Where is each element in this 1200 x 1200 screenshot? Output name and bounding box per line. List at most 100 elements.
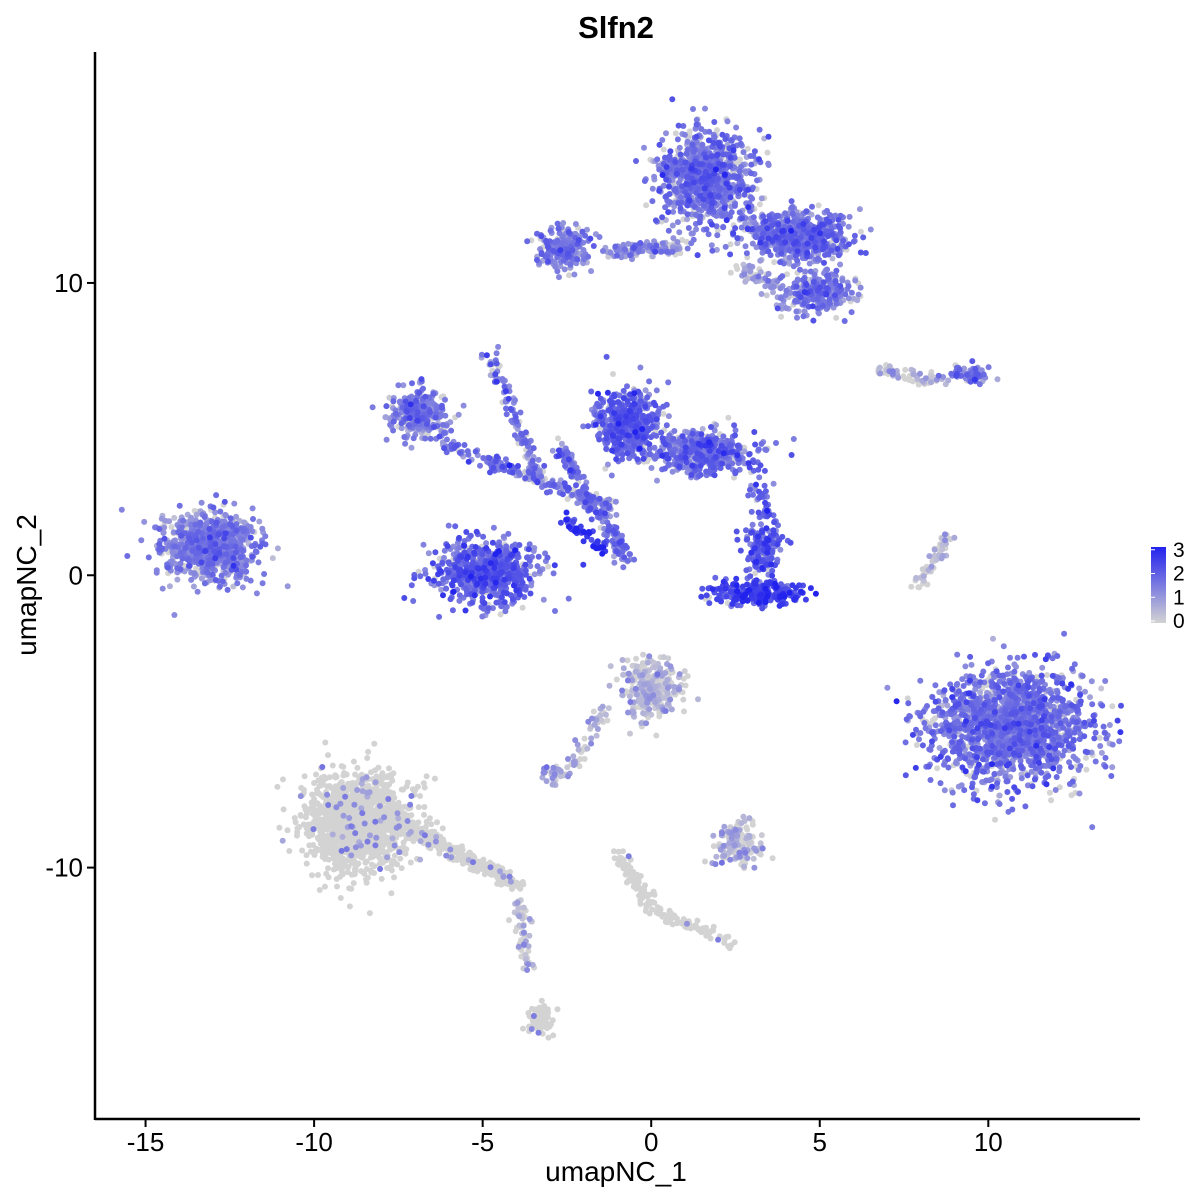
data-point: [784, 271, 790, 278]
data-point: [358, 833, 365, 840]
data-point: [343, 801, 350, 808]
data-points: [118, 96, 1124, 1041]
data-point: [653, 732, 660, 739]
data-point: [726, 848, 733, 855]
data-point: [751, 864, 758, 871]
data-point: [707, 935, 714, 942]
data-point: [391, 852, 398, 859]
data-point: [588, 735, 595, 742]
data-point: [514, 899, 521, 906]
data-point: [658, 911, 665, 918]
data-point: [408, 812, 415, 819]
data-point: [388, 867, 395, 874]
data-point: [1083, 754, 1089, 761]
data-point: [877, 370, 884, 377]
data-point: [550, 1032, 557, 1039]
data-point: [303, 860, 310, 867]
data-point: [619, 848, 626, 855]
data-point: [714, 227, 721, 234]
data-point: [338, 763, 345, 770]
data-point: [327, 850, 334, 857]
data-point: [833, 314, 840, 321]
data-point: [642, 882, 648, 889]
data-point: [332, 774, 339, 781]
data-point: [664, 690, 671, 696]
data-point: [922, 375, 929, 382]
data-point: [660, 146, 667, 153]
data-point: [702, 858, 708, 865]
data-point: [372, 779, 379, 786]
data-point: [738, 820, 745, 827]
data-point: [686, 128, 693, 135]
data-point: [415, 568, 422, 575]
data-point: [426, 815, 433, 822]
data-point: [368, 769, 374, 776]
data-point: [389, 835, 396, 842]
data-point: [676, 671, 683, 678]
data-point: [280, 776, 286, 783]
data-point: [744, 855, 751, 862]
data-point: [309, 791, 316, 798]
data-point: [749, 821, 756, 828]
data-point: [544, 1014, 551, 1021]
data-point: [311, 780, 318, 786]
data-point: [363, 774, 370, 781]
data-point: [394, 810, 401, 817]
data-point: [668, 706, 675, 713]
data-point: [348, 885, 355, 892]
data-point: [581, 756, 588, 762]
data-point: [604, 461, 611, 468]
data-point: [378, 773, 385, 779]
data-point: [415, 804, 422, 811]
data-point: [507, 878, 514, 885]
data-point: [358, 868, 365, 875]
data-point: [588, 268, 595, 275]
data-point: [584, 745, 591, 752]
data-point: [641, 681, 648, 688]
data-point: [599, 703, 606, 710]
data-point: [421, 784, 428, 791]
data-point: [379, 781, 386, 788]
data-point: [728, 835, 735, 842]
data-point: [627, 730, 633, 737]
data-point: [350, 758, 357, 765]
data-point: [348, 871, 355, 878]
data-point: [625, 670, 632, 677]
data-point: [617, 854, 623, 861]
data-point: [705, 928, 712, 935]
data-point: [535, 1006, 542, 1013]
data-point: [904, 695, 911, 702]
data-point: [681, 668, 688, 675]
data-point: [378, 875, 385, 882]
data-point: [581, 735, 588, 742]
data-point: [421, 804, 428, 810]
data-point: [734, 266, 741, 272]
data-point: [639, 672, 646, 679]
data-point: [339, 871, 346, 878]
data-point: [910, 371, 917, 378]
data-point: [297, 793, 304, 800]
chart-title: Slfn2: [578, 10, 654, 45]
data-point: [368, 802, 374, 809]
data-point: [233, 513, 240, 520]
data-point: [640, 710, 647, 717]
data-point: [168, 524, 175, 530]
data-point: [758, 195, 765, 202]
data-point: [366, 910, 373, 917]
data-point: [992, 816, 998, 823]
data-point: [395, 815, 402, 822]
data-point: [380, 796, 387, 803]
data-point: [256, 518, 263, 525]
data-point: [737, 156, 743, 163]
data-point: [620, 665, 627, 672]
data-point: [758, 832, 765, 839]
data-point: [657, 905, 664, 912]
data-point: [526, 916, 533, 922]
data-point: [934, 765, 941, 772]
data-point: [908, 583, 915, 590]
data-point: [371, 740, 378, 747]
data-point: [1087, 694, 1093, 701]
data-point: [643, 202, 650, 209]
data-point: [284, 583, 291, 590]
data-point: [299, 847, 306, 854]
